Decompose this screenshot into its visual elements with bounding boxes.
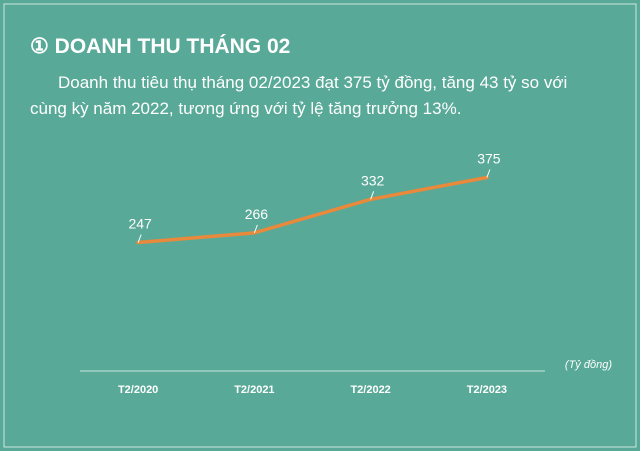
paragraph-line: Doanh thu tiêu thụ tháng 02/2023 đạt 375… xyxy=(58,73,567,92)
frame xyxy=(3,3,637,448)
data-label: 266 xyxy=(245,206,269,222)
line xyxy=(136,175,489,245)
x-tick-label: T2/2020 xyxy=(118,384,158,396)
leader-line xyxy=(370,191,375,200)
paragraph-line: cùng kỳ năm 2022, tương ứng với tỷ lệ tă… xyxy=(30,99,461,118)
leader-line xyxy=(137,234,142,243)
x-tick-label: T2/2022 xyxy=(350,384,390,396)
data-label: 375 xyxy=(477,151,501,167)
data-label: 247 xyxy=(128,216,152,232)
x-tick-label: T2/2021 xyxy=(234,384,274,396)
title: ① DOANH THU THÁNG 02 xyxy=(30,35,290,58)
unit-label: (Tỷ đồng) xyxy=(565,359,612,371)
leader-line xyxy=(253,224,258,234)
leader-line xyxy=(486,169,491,178)
data-label: 332 xyxy=(361,172,385,188)
x-tick-label: T2/2023 xyxy=(467,384,507,396)
